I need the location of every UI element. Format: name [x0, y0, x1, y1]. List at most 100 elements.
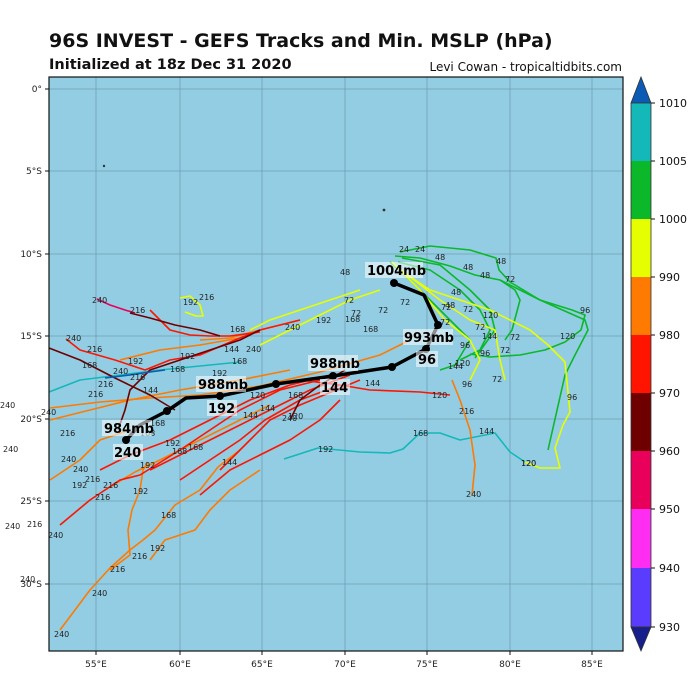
svg-text:96: 96 [460, 341, 470, 350]
svg-text:144: 144 [448, 362, 463, 371]
svg-text:120: 120 [483, 311, 498, 320]
svg-text:120: 120 [521, 459, 536, 468]
x-axis-labels: 55°E 60°E 65°E 70°E 75°E 80°E 85°E [85, 660, 603, 670]
mean-pressure-label: 988mb [198, 378, 248, 393]
svg-text:192: 192 [180, 352, 195, 361]
svg-text:240: 240 [113, 367, 128, 376]
svg-text:72: 72 [510, 333, 520, 342]
svg-text:120: 120 [432, 391, 447, 400]
mean-pressure-label: 1004mb [367, 264, 426, 279]
svg-text:48: 48 [480, 271, 490, 280]
svg-text:970: 970 [659, 387, 680, 400]
ensemble-mean-labels: 1004mb 993mb 96 988mb 144 988mb 192 984m… [102, 262, 454, 461]
svg-text:96: 96 [567, 393, 577, 402]
svg-text:1000: 1000 [659, 213, 687, 226]
svg-text:168: 168 [363, 325, 378, 334]
svg-text:960: 960 [659, 445, 680, 458]
svg-text:240: 240 [246, 345, 261, 354]
svg-text:240: 240 [92, 589, 107, 598]
svg-text:168: 168 [345, 315, 360, 324]
svg-text:168: 168 [161, 511, 176, 520]
svg-text:72: 72 [492, 375, 502, 384]
y-axis-ticks [45, 88, 49, 585]
svg-text:192: 192 [140, 461, 155, 470]
pressure-colorbar: 1010 1005 1000 990 980 970 960 950 940 9… [630, 75, 687, 653]
svg-text:216: 216 [132, 552, 147, 561]
svg-text:192: 192 [318, 445, 333, 454]
svg-text:72: 72 [505, 275, 515, 284]
svg-text:168: 168 [170, 365, 185, 374]
svg-text:1005: 1005 [659, 155, 687, 168]
mean-pressure-label: 984mb [104, 422, 154, 437]
svg-text:120: 120 [560, 332, 575, 341]
svg-text:72: 72 [378, 306, 388, 315]
svg-text:240: 240 [285, 323, 300, 332]
svg-text:216: 216 [85, 475, 100, 484]
svg-text:216: 216 [98, 380, 113, 389]
svg-text:144: 144 [479, 427, 494, 436]
svg-text:72: 72 [344, 296, 354, 305]
svg-text:96: 96 [462, 380, 472, 389]
svg-text:48: 48 [463, 263, 473, 272]
svg-text:65°E: 65°E [251, 660, 273, 670]
svg-text:192: 192 [165, 439, 180, 448]
svg-text:216: 216 [88, 390, 103, 399]
svg-text:240: 240 [61, 455, 76, 464]
svg-text:72: 72 [441, 303, 451, 312]
svg-text:120: 120 [455, 359, 470, 368]
svg-text:72: 72 [463, 305, 473, 314]
svg-text:120: 120 [250, 391, 265, 400]
svg-text:216: 216 [199, 293, 214, 302]
svg-text:240: 240 [0, 401, 15, 410]
svg-text:120: 120 [288, 412, 303, 421]
svg-text:80°E: 80°E [499, 660, 521, 670]
svg-text:168: 168 [82, 361, 97, 370]
mean-hour-label: 192 [208, 402, 235, 417]
svg-text:168: 168 [288, 391, 303, 400]
svg-text:48: 48 [496, 257, 506, 266]
svg-text:940: 940 [659, 562, 680, 575]
svg-text:96: 96 [580, 306, 590, 315]
ensemble-mean-track [122, 279, 442, 444]
svg-text:192: 192 [212, 369, 227, 378]
ensemble-member-tracks [48, 245, 589, 631]
svg-text:48: 48 [435, 253, 445, 262]
svg-text:168: 168 [232, 357, 247, 366]
svg-text:10°S: 10°S [20, 250, 42, 260]
svg-text:216: 216 [110, 565, 125, 574]
svg-text:192: 192 [316, 316, 331, 325]
svg-text:216: 216 [87, 345, 102, 354]
svg-text:0°: 0° [32, 85, 42, 95]
svg-text:144: 144 [224, 345, 239, 354]
svg-text:216: 216 [60, 429, 75, 438]
svg-text:120: 120 [521, 459, 536, 468]
init-time-subtitle: Initialized at 18z Dec 31 2020 [49, 57, 292, 73]
svg-text:48: 48 [445, 301, 455, 310]
svg-text:144: 144 [243, 411, 258, 420]
svg-text:980: 980 [659, 329, 680, 342]
svg-text:168: 168 [230, 325, 245, 334]
svg-text:60°E: 60°E [169, 660, 191, 670]
mean-hour-label: 144 [321, 381, 348, 396]
svg-text:24: 24 [399, 245, 409, 254]
mean-hour-label: 96 [418, 353, 436, 368]
chart-title: 96S INVEST - GEFS Tracks and Min. MSLP (… [49, 30, 553, 52]
svg-text:216: 216 [95, 493, 110, 502]
svg-text:930: 930 [659, 621, 680, 634]
y-axis-labels: 0° 5°S 10°S 15°S 20°S 25°S 30°S [20, 85, 42, 590]
svg-text:216: 216 [130, 373, 145, 382]
svg-text:192: 192 [128, 357, 143, 366]
credit-text: Levi Cowan - tropicaltidbits.com [429, 60, 622, 74]
svg-text:168: 168 [188, 443, 203, 452]
svg-text:25°S: 25°S [20, 497, 42, 507]
svg-text:72: 72 [500, 346, 510, 355]
svg-text:240: 240 [92, 296, 107, 305]
svg-text:85°E: 85°E [581, 660, 603, 670]
svg-text:240: 240 [466, 490, 481, 499]
svg-text:144: 144 [365, 379, 380, 388]
mean-hour-label: 240 [114, 446, 141, 461]
svg-text:240: 240 [20, 575, 35, 584]
svg-text:216: 216 [103, 481, 118, 490]
svg-text:240: 240 [66, 334, 81, 343]
